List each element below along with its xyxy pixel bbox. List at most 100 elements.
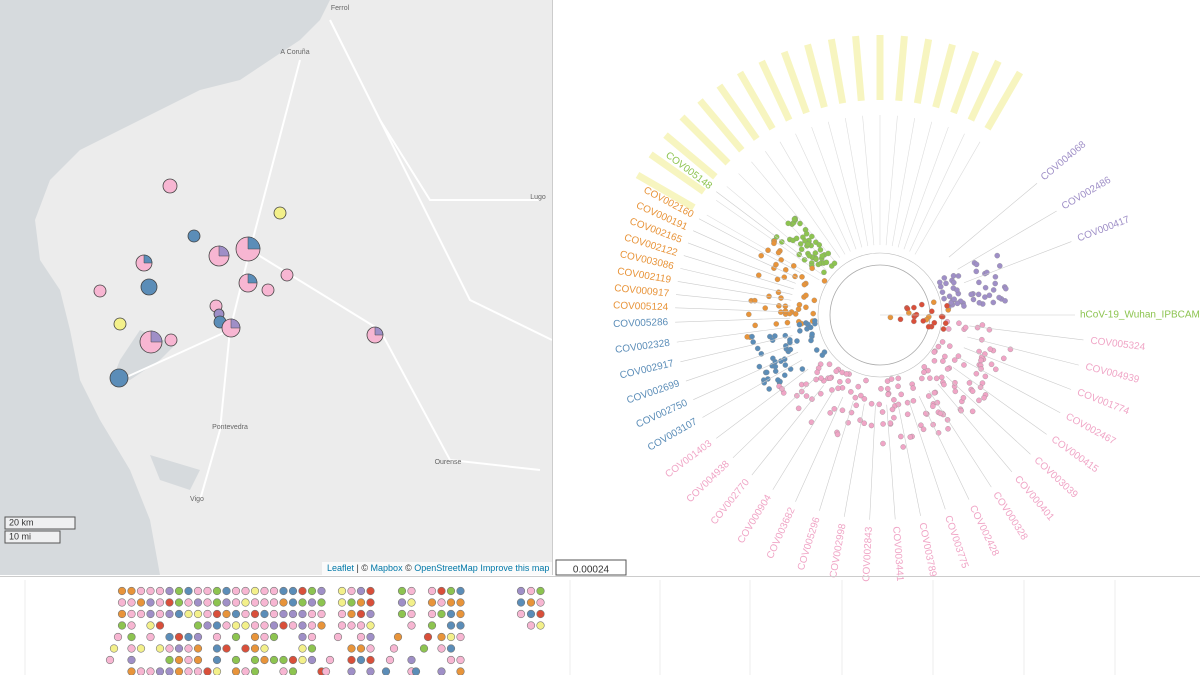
tree-node bbox=[951, 279, 957, 286]
leaf-label[interactable]: COV004939 bbox=[1084, 362, 1140, 386]
leaf-label[interactable]: COV002467 bbox=[1064, 411, 1118, 447]
map-marker[interactable] bbox=[113, 317, 127, 331]
map-marker[interactable] bbox=[280, 268, 294, 282]
timeline-dot bbox=[446, 621, 456, 630]
leaf-label[interactable]: COV000417 bbox=[1076, 214, 1132, 244]
tree-node bbox=[821, 269, 827, 276]
leaf-label[interactable]: COV004938 bbox=[685, 459, 732, 506]
timeline-dot bbox=[427, 586, 437, 596]
timeline-dot bbox=[174, 632, 184, 642]
map-marker[interactable] bbox=[273, 206, 287, 220]
timeline-dot bbox=[419, 644, 429, 653]
leaf-label[interactable]: COV003441 bbox=[890, 526, 905, 582]
leaf-label[interactable]: COV005124 bbox=[613, 300, 669, 313]
faded-label bbox=[913, 38, 933, 104]
leaf-line bbox=[716, 191, 809, 262]
leaf-label[interactable]: COV002917 bbox=[619, 358, 676, 381]
leaf-label[interactable]: COV002770 bbox=[709, 477, 752, 527]
timeline-dot bbox=[279, 609, 288, 619]
timeline-dot bbox=[366, 609, 375, 619]
timeline-dot bbox=[307, 644, 317, 653]
leaf-label[interactable]: COV000415 bbox=[1049, 434, 1100, 475]
timeline-dot bbox=[456, 667, 465, 675]
leaf-line bbox=[885, 115, 898, 246]
tree-node bbox=[942, 320, 949, 327]
leaf-label[interactable]: COV005286 bbox=[613, 317, 669, 330]
leaf-label[interactable]: COV003682 bbox=[765, 506, 798, 561]
leaf-label[interactable]: COV003789 bbox=[916, 522, 938, 579]
leaf-label[interactable]: COV002486 bbox=[1060, 175, 1113, 213]
leaf-line bbox=[751, 161, 836, 262]
timeline-dot bbox=[307, 609, 317, 619]
timeline-dot bbox=[526, 598, 536, 607]
map-marker[interactable] bbox=[140, 278, 158, 296]
leaf-line bbox=[958, 357, 1061, 413]
tree-node bbox=[961, 303, 967, 309]
timeline-dot bbox=[193, 667, 203, 675]
tree-node bbox=[966, 380, 973, 386]
tree-node bbox=[931, 299, 937, 306]
leaf-line bbox=[795, 133, 851, 252]
tree-node bbox=[996, 294, 1002, 301]
timeline-dot bbox=[146, 598, 155, 607]
map-marker[interactable] bbox=[93, 284, 107, 298]
tree-node bbox=[750, 339, 756, 345]
leaf-label[interactable]: COV000328 bbox=[990, 490, 1029, 543]
tree-node bbox=[900, 444, 906, 450]
osm-link[interactable]: OpenStreetMap bbox=[414, 563, 478, 573]
leaf-label[interactable]: COV001403 bbox=[664, 438, 715, 480]
leaf-label[interactable]: COV000401 bbox=[1012, 474, 1056, 524]
timeline-dot bbox=[127, 621, 136, 630]
timeline-dot bbox=[279, 586, 288, 596]
leaf-label[interactable]: COV000917 bbox=[614, 283, 670, 299]
leaf-line bbox=[751, 385, 824, 476]
improve-link[interactable]: Improve this map bbox=[480, 563, 549, 573]
timeline-dot bbox=[203, 586, 212, 596]
map-marker[interactable] bbox=[261, 283, 275, 297]
road bbox=[329, 19, 540, 201]
leaf-label[interactable]: COV002428 bbox=[967, 504, 1001, 559]
timeline-dot bbox=[241, 644, 250, 653]
tree-node bbox=[944, 366, 951, 372]
tree-node bbox=[794, 338, 800, 344]
mapbox-link[interactable]: Mapbox bbox=[371, 563, 404, 573]
timeline-dot bbox=[516, 609, 526, 619]
tree-node bbox=[891, 397, 897, 403]
leaf-label[interactable]: COV003775 bbox=[942, 514, 970, 570]
timeline-dot bbox=[269, 621, 279, 630]
scale-bar-mi bbox=[4, 530, 61, 544]
map-marker[interactable] bbox=[162, 178, 178, 194]
timeline-dot bbox=[241, 609, 250, 619]
tree-node bbox=[796, 302, 803, 308]
sea bbox=[0, 0, 330, 575]
tree-node bbox=[895, 375, 902, 382]
timeline-dot bbox=[456, 621, 465, 630]
faded-label bbox=[895, 35, 908, 102]
timeline-dot bbox=[397, 609, 407, 619]
leaf-label[interactable]: COV005324 bbox=[1090, 336, 1146, 354]
tree-node bbox=[843, 371, 850, 377]
timeline-dot bbox=[127, 586, 136, 596]
leaf-label[interactable]: COV001774 bbox=[1075, 387, 1131, 417]
timeline-dot bbox=[136, 644, 146, 653]
tree-node bbox=[951, 296, 957, 302]
tree-node bbox=[775, 289, 782, 296]
tree-node bbox=[911, 304, 917, 311]
tree-node bbox=[895, 383, 901, 390]
tree-node bbox=[855, 383, 861, 390]
timeline-dot bbox=[174, 667, 184, 675]
timeline-dot bbox=[437, 598, 446, 607]
map-marker[interactable] bbox=[187, 229, 201, 243]
leaf-label[interactable]: COV002843 bbox=[861, 526, 875, 582]
map-marker[interactable] bbox=[109, 368, 129, 388]
timeline-dot bbox=[279, 621, 288, 630]
map-marker[interactable] bbox=[164, 333, 178, 347]
leaf-label[interactable]: COV003039 bbox=[1032, 455, 1080, 501]
leaflet-link[interactable]: Leaflet bbox=[327, 563, 355, 573]
leaf-label[interactable]: COV002998 bbox=[828, 522, 849, 579]
leaf-label[interactable]: COV005296 bbox=[796, 516, 823, 572]
leaf-label[interactable]: COV002328 bbox=[615, 338, 671, 356]
timeline-dot bbox=[347, 644, 356, 653]
leaf-label[interactable]: COV004068 bbox=[1039, 139, 1089, 183]
leaf-label[interactable]: COV000904 bbox=[736, 493, 774, 546]
